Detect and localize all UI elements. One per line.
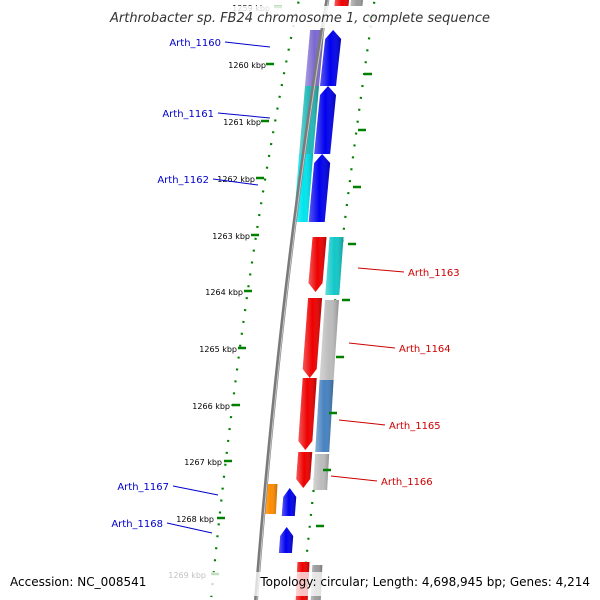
gene-arrow-arth-1161[interactable] [314,86,337,154]
gene-label-forward[interactable]: Arth_1160 [169,38,221,49]
gene-arrow-arth-1163[interactable] [308,237,327,292]
kbp-tick-label: 1264 kbp [205,288,243,297]
chromosome-backbone [254,0,330,600]
gene-label-reverse[interactable]: Arth_1164 [399,344,451,355]
gene-label-forward[interactable]: Arth_1168 [111,519,163,530]
label-leader-line [338,419,386,426]
label-leader-line [330,475,378,482]
gene-label-forward[interactable]: Arth_1167 [117,482,169,493]
topology-summary: Topology: circular; Length: 4,698,945 bp… [259,575,590,589]
label-leader-line [217,112,271,119]
map-title: Arthrobacter sp. FB24 chromosome 1, comp… [109,11,490,26]
gene-label-reverse[interactable]: Arth_1163 [408,268,460,279]
label-leader-line [172,485,219,496]
kbp-tick-label: 1262 kbp [217,175,255,184]
label-leader-line [357,267,405,273]
kbp-tick-label: 1268 kbp [176,515,214,524]
gene-label-reverse[interactable]: Arth_1166 [381,477,433,488]
kbp-tick-label: 1260 kbp [228,61,266,70]
chromosome-backbone-highlight [256,0,329,600]
outer-dotted-guide [300,0,376,600]
cog-block-arth-1165[interactable] [315,380,334,452]
kbp-tick-label: 1266 kbp [192,402,230,411]
cog-block-arth-1166[interactable] [313,454,330,490]
cog-block-arth-1164[interactable] [319,300,339,380]
label-leader-line [212,178,259,186]
label-leader-line [348,342,396,349]
gene-label-reverse[interactable]: Arth_1165 [389,421,441,432]
gene-block-partial[interactable] [334,0,350,6]
kbp-tick-label: 1263 kbp [212,232,250,241]
gene-arrow-arth-1165[interactable] [298,378,317,450]
label-leader-line [166,522,213,534]
gene-arrow-arth-1167[interactable] [281,488,297,516]
gene-arrow-arth-1164[interactable] [302,298,323,378]
gene-arrow-arth-1166[interactable] [296,452,313,488]
kbp-tick-label: 1261 kbp [223,118,261,127]
label-leader-line [224,41,271,48]
gene-arrow-arth-1162[interactable] [308,154,331,222]
gene-labels: Arth_1160 Arth_1161 Arth_1162 Arth_1167 Arth… [111,38,460,534]
kbp-tick-label: 1267 kbp [184,458,222,467]
gene-arrow-arth-1168[interactable] [278,527,294,553]
gene-label-forward[interactable]: Arth_1162 [157,175,209,186]
cog-block-partial[interactable] [350,0,364,6]
gene-label-forward[interactable]: Arth_1161 [162,109,214,120]
accession-label: Accession: NC_008541 [10,575,146,589]
gene-arrow-arth-1160[interactable] [320,30,342,86]
cog-block-arth-1163[interactable] [325,237,344,295]
kbp-tick-label: 1265 kbp [199,345,237,354]
